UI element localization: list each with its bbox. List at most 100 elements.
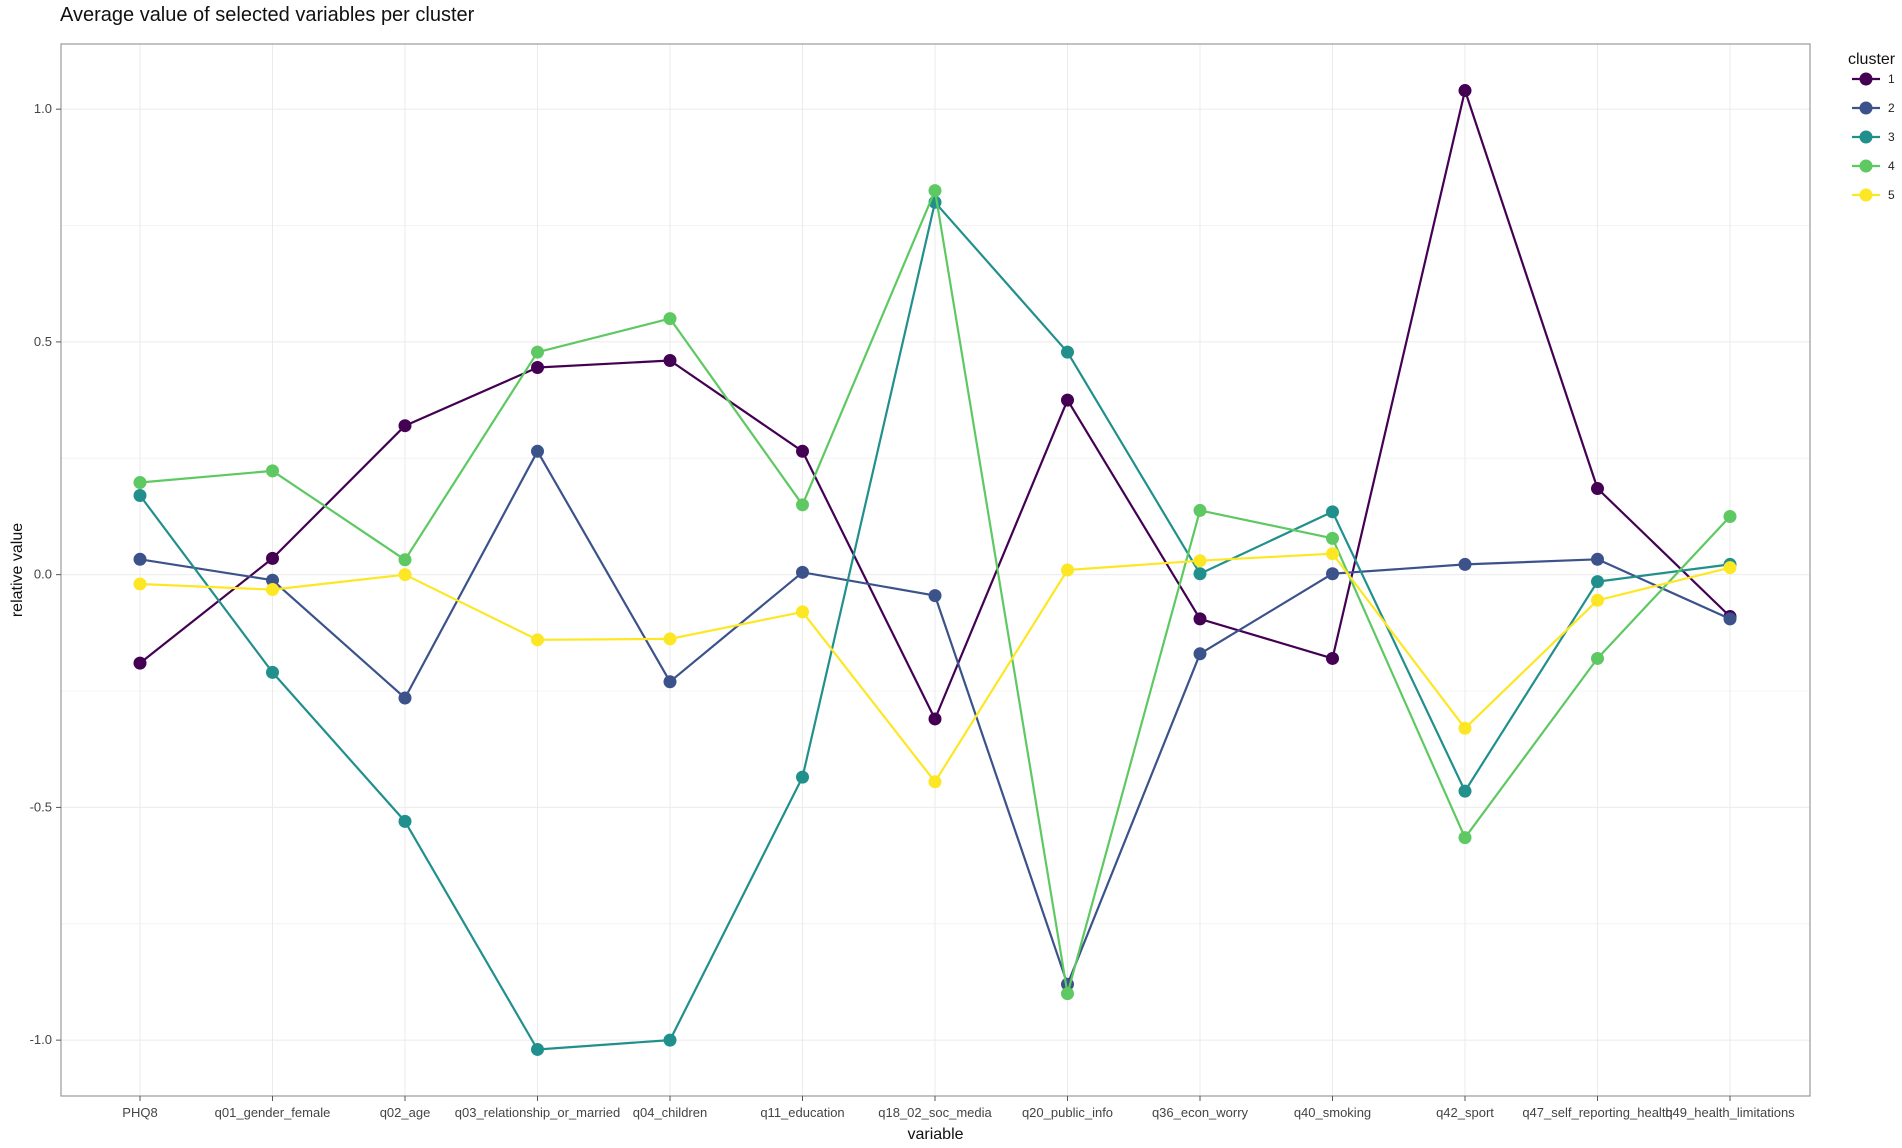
legend: cluster 1 2 3 4 5 <box>1848 51 1896 202</box>
legend-item-4: 4 <box>1852 159 1895 173</box>
data-point <box>1591 482 1604 496</box>
data-point <box>133 475 147 489</box>
data-point <box>796 770 809 784</box>
data-point <box>133 577 147 591</box>
legend-label: 1 <box>1888 72 1895 86</box>
data-point <box>663 675 677 689</box>
legend-label: 4 <box>1888 159 1895 173</box>
data-point <box>1061 393 1074 407</box>
data-point <box>928 184 942 198</box>
data-point <box>266 464 279 478</box>
data-point <box>1591 651 1604 665</box>
data-point <box>1591 552 1604 566</box>
y-axis-ticks: 1.0 0.5 0.0 -0.5 -1.0 <box>30 101 61 1047</box>
data-point <box>398 691 412 705</box>
data-point <box>398 814 412 828</box>
y-tick-label: 0.0 <box>34 567 52 582</box>
x-tick-label: q11_education <box>760 1105 844 1120</box>
data-point <box>663 312 677 326</box>
data-point <box>398 419 412 433</box>
data-point <box>531 361 544 375</box>
data-point <box>1326 531 1339 545</box>
legend-item-5: 5 <box>1852 188 1895 202</box>
data-point <box>796 565 809 579</box>
data-point <box>1193 612 1207 626</box>
x-tick-label: q49_health_limitations <box>1665 1105 1795 1120</box>
data-point <box>1458 831 1472 845</box>
data-point <box>796 444 809 458</box>
x-tick-label: q03_relationship_or_married <box>455 1105 621 1120</box>
data-point <box>1591 575 1604 589</box>
grid-lines <box>61 44 1810 1096</box>
data-point <box>1591 593 1604 607</box>
data-point <box>1723 612 1737 626</box>
data-point <box>796 498 809 512</box>
data-point <box>531 345 544 359</box>
data-point <box>531 1042 544 1056</box>
series-layer <box>133 84 1737 1056</box>
data-point <box>1326 567 1339 581</box>
x-tick-label: q36_econ_worry <box>1152 1105 1249 1120</box>
chart-title: Average value of selected variables per … <box>60 4 475 26</box>
x-tick-label: q02_age <box>380 1105 431 1120</box>
data-point <box>928 712 942 726</box>
legend-title: cluster <box>1848 51 1896 68</box>
data-point <box>796 605 809 619</box>
data-point <box>1458 784 1472 798</box>
legend-item-2: 2 <box>1852 101 1895 115</box>
legend-key-point <box>1859 72 1873 86</box>
data-point <box>266 583 279 597</box>
x-tick-label: q18_02_soc_media <box>878 1105 992 1120</box>
data-point <box>133 552 147 566</box>
data-point <box>663 354 677 368</box>
data-point <box>398 553 412 567</box>
y-tick-label: 1.0 <box>34 101 52 116</box>
data-point <box>266 551 279 565</box>
data-point <box>1723 509 1737 523</box>
data-point <box>1326 651 1339 665</box>
legend-key-point <box>1859 130 1873 144</box>
x-tick-label: q40_smoking <box>1294 1105 1371 1120</box>
y-tick-label: -1.0 <box>30 1032 52 1047</box>
legend-label: 5 <box>1888 188 1895 202</box>
y-tick-label: 0.5 <box>34 334 52 349</box>
x-tick-label: PHQ8 <box>122 1105 157 1120</box>
legend-key-point <box>1859 188 1873 202</box>
legend-item-1: 1 <box>1852 72 1895 86</box>
data-point <box>1458 721 1472 735</box>
data-point <box>1326 505 1339 519</box>
data-point <box>1193 647 1207 661</box>
data-point <box>1723 561 1737 575</box>
series-3 <box>133 195 1737 1056</box>
data-point <box>1061 345 1074 359</box>
data-point <box>133 656 147 670</box>
data-point <box>1193 503 1207 517</box>
legend-label: 2 <box>1888 101 1895 115</box>
data-point <box>1061 563 1074 577</box>
x-tick-label: q01_gender_female <box>215 1105 331 1120</box>
x-tick-label: q47_self_reporting_health <box>1522 1105 1672 1120</box>
data-point <box>531 444 544 458</box>
x-tick-label: q20_public_info <box>1022 1105 1113 1120</box>
data-point <box>928 589 942 603</box>
legend-key-point <box>1859 101 1873 115</box>
data-point <box>266 573 279 587</box>
data-point <box>1193 567 1207 581</box>
x-axis-title: variable <box>907 1126 963 1143</box>
data-point <box>663 632 677 646</box>
y-axis-title: relative value <box>9 523 26 617</box>
y-tick-label: -0.5 <box>30 799 52 814</box>
legend-label: 3 <box>1888 130 1895 144</box>
x-tick-label: q04_children <box>633 1105 707 1120</box>
data-point <box>663 1033 677 1047</box>
data-point <box>398 568 412 582</box>
x-axis-ticks: PHQ8 q01_gender_female q02_age q03_relation… <box>122 1096 1795 1120</box>
data-point <box>1061 987 1074 1001</box>
data-point <box>531 633 544 647</box>
data-point <box>928 775 942 789</box>
data-point <box>133 489 147 503</box>
legend-key-point <box>1859 159 1873 173</box>
series-4 <box>133 184 1737 1001</box>
data-point <box>1193 554 1207 568</box>
